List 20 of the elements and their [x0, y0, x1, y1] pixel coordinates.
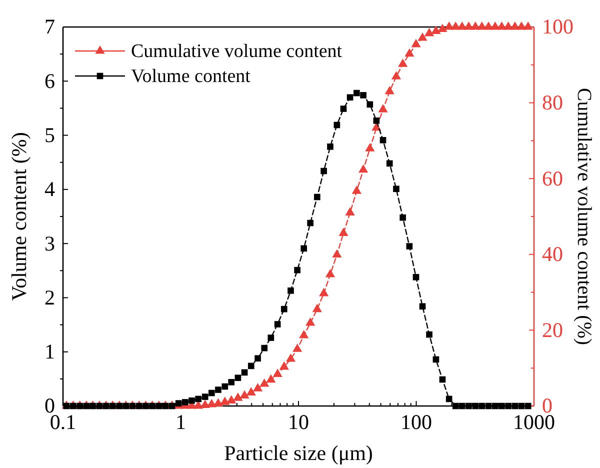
y-tick-label: 1	[44, 340, 55, 364]
y-tick-label: 3	[44, 231, 55, 256]
y-tick-label: 6	[44, 68, 55, 93]
y-tick-label: 4	[44, 177, 56, 202]
legend-label: Cumulative volume content	[131, 41, 343, 62]
x-tick-label: 100	[400, 410, 432, 434]
y2-tick-label: 20	[542, 318, 563, 342]
y2-tick-label: 100	[542, 14, 574, 39]
legend-label: Volume content	[131, 66, 252, 87]
x-tick-label: 10	[288, 410, 309, 434]
y-tick-label: 5	[44, 123, 55, 148]
y-tick-label: 2	[44, 285, 55, 310]
x-tick-label: 1	[176, 410, 186, 434]
y2-axis-title: Cumulative volume content (%)	[573, 88, 595, 346]
y2-tick-label: 40	[542, 242, 563, 266]
x-axis-title: Particle size (μm)	[224, 441, 373, 465]
y2-tick-label: 80	[542, 90, 563, 115]
y-axis-title: Volume content (%)	[7, 132, 31, 301]
y2-tick-label: 60	[542, 166, 563, 190]
y-tick-label: 7	[44, 14, 55, 39]
